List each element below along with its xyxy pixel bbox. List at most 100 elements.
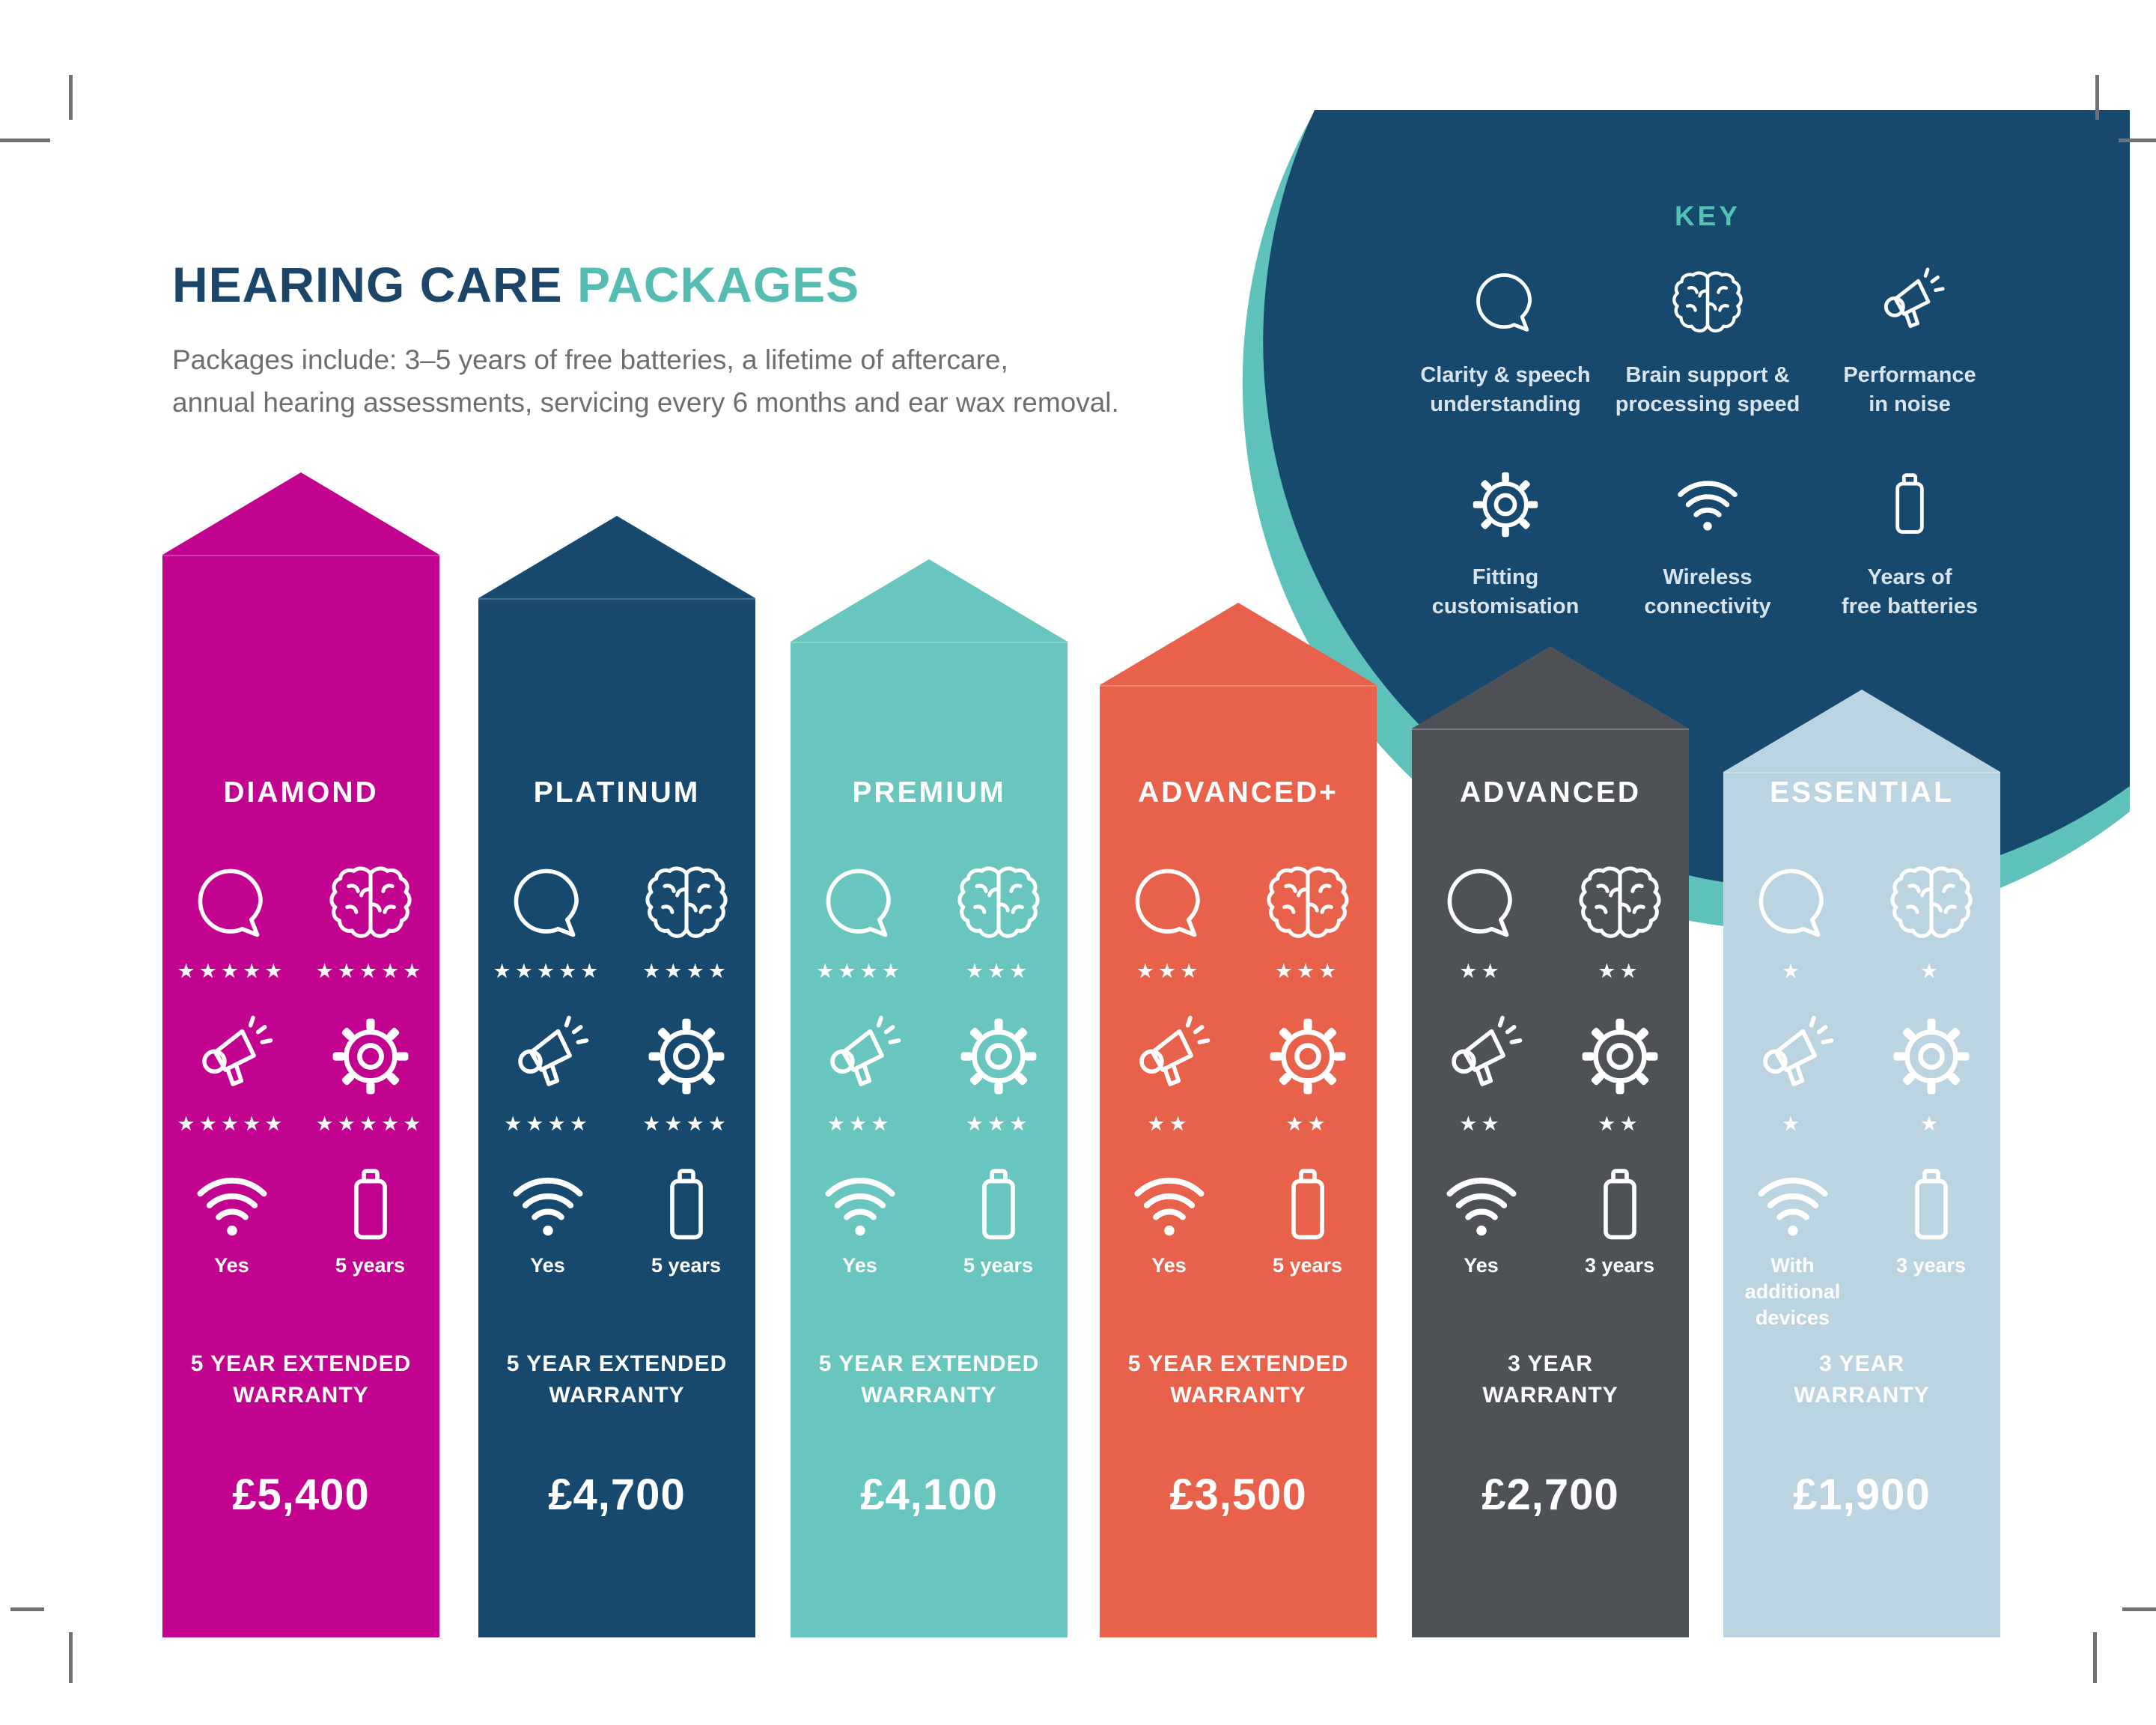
key-item-batteries: Years of free batteries [1809,469,2011,621]
battery-years-value: 5 years [651,1254,722,1277]
warranty-text: 5 YEAR EXTENDED WARRANTY [818,1351,1040,1408]
brain-rating-stars: ★★★★ [642,959,730,982]
speech-bubble-icon [478,861,617,945]
clarity-rating-stars: ★★★★★ [177,959,287,982]
package-column-platinum: PLATINUM ★★★★★ ★★★★ ★★★★ ★★★★ Yes 5 year… [478,516,755,1637]
arrow-shoulder-seam [791,642,1068,643]
speech-bubble-icon [791,861,929,945]
page-subtitle-line1: Packages include: 3–5 years of free batt… [172,344,1008,375]
wireless-value: Yes [214,1254,249,1277]
warranty-text: 3 YEAR WARRANTY [1794,1351,1930,1408]
warranty-text: 5 YEAR EXTENDED WARRANTY [506,1351,728,1408]
gear-icon [301,1014,439,1098]
brain-rating-stars: ★★ [1598,959,1642,982]
megaphone-icon [1723,1014,1862,1098]
fitting-rating-stars: ★★ [1598,1112,1642,1135]
brain-icon [1238,861,1377,945]
cropmark-top-left-horizontal [0,139,50,142]
package-price: £2,700 [1482,1470,1619,1519]
page-subtitle-line2: annual hearing assessments, servicing ev… [172,387,1119,418]
warranty-text: 5 YEAR EXTENDED WARRANTY [1127,1351,1349,1408]
key-item-fitting: Fitting customisation [1404,469,1607,621]
battery-years-value: 3 years [1584,1254,1655,1277]
speech-bubble-icon [1723,861,1862,945]
page-title-primary: HEARING CARE [172,257,563,313]
megaphone-icon [791,1014,929,1098]
cropmark-bottom-left-horizontal [10,1607,44,1611]
noise-rating-stars: ★★★ [826,1112,893,1135]
cropmark-bottom-left-vertical [69,1632,73,1683]
battery-icon [1550,1163,1689,1247]
key-item-wireless: Wireless connectivity [1607,469,1809,621]
speech-bubble-icon [1412,861,1550,945]
wifi-icon [1412,1163,1550,1247]
wifi-icon [1723,1163,1862,1247]
brain-icon [929,861,1068,945]
key-item-clarity: Clarity & speech understanding [1404,267,1607,419]
brain-icon [1862,861,2000,945]
cropmark-top-left-vertical [69,75,73,120]
package-column-advanced: ADVANCED ★★ ★★ ★★ ★★ Yes 3 years 3 YEAR W… [1412,646,1689,1637]
gear-icon [1470,469,1541,541]
fitting-rating-stars: ★★ [1285,1112,1330,1135]
battery-icon [301,1163,439,1247]
battery-icon [929,1163,1068,1247]
key-item-noise: Performance in noise [1809,267,2011,419]
wireless-value: Yes [1464,1254,1499,1277]
key-item-label: Performance in noise [1843,363,1976,416]
megaphone-icon [1412,1014,1550,1098]
megaphone-icon [1874,267,1946,338]
package-name: DIAMOND [223,776,379,809]
noise-rating-stars: ★★ [1147,1112,1191,1135]
key-item-label: Clarity & speech understanding [1420,363,1591,416]
key-title: KEY [1674,201,1741,231]
warranty-text: 5 YEAR EXTENDED WARRANTY [190,1351,412,1408]
megaphone-icon [162,1014,301,1098]
brain-icon [301,861,439,945]
speech-bubble-icon [1470,267,1541,338]
key-item-label: Brain support & processing speed [1615,363,1800,416]
package-column-essential: ESSENTIAL ★ ★ ★ ★ With additional device… [1723,690,2000,1637]
fitting-rating-stars: ★ [1919,1112,1943,1135]
package-arrow-shape [791,559,1068,1637]
warranty-text: 3 YEAR WARRANTY [1482,1351,1618,1408]
wifi-icon [162,1163,301,1247]
cropmark-top-right-horizontal [2119,139,2156,142]
brain-rating-stars: ★ [1919,959,1943,982]
arrow-shoulder-seam [478,598,755,600]
gear-icon [1238,1014,1377,1098]
noise-rating-stars: ★ [1781,1112,1804,1135]
clarity-rating-stars: ★ [1781,959,1804,982]
key-item-brain: Brain support & processing speed [1607,267,1809,419]
wifi-icon [1100,1163,1238,1247]
brain-icon [1672,267,1744,338]
noise-rating-stars: ★★ [1459,1112,1503,1135]
package-price: £1,900 [1793,1470,1931,1519]
key-item-label: Wireless connectivity [1644,565,1771,618]
page-title-accent: PACKAGES [577,257,860,313]
cropmark-bottom-right-horizontal [2122,1607,2156,1611]
wifi-icon [1672,469,1744,541]
gear-icon [1862,1014,2000,1098]
battery-years-value: 5 years [335,1254,406,1277]
clarity-rating-stars: ★★★★ [816,959,904,982]
wireless-value: Yes [842,1254,877,1277]
cropmark-top-right-vertical [2095,75,2099,120]
package-column-premium: PREMIUM ★★★★ ★★★ ★★★ ★★★ Yes 5 years 5 Y… [791,559,1068,1637]
page-subtitle: Packages include: 3–5 years of free batt… [172,338,1119,424]
noise-rating-stars: ★★★★ [504,1112,591,1135]
package-name: ADVANCED+ [1138,776,1339,809]
battery-years-value: 5 years [963,1254,1034,1277]
gear-icon [929,1014,1068,1098]
fitting-rating-stars: ★★★ [965,1112,1032,1135]
fitting-rating-stars: ★★★★ [642,1112,730,1135]
package-name: PREMIUM [852,776,1006,809]
package-arrow-shape [1100,603,1377,1637]
package-column-diamond: DIAMOND ★★★★★ ★★★★★ ★★★★★ ★★★★★ Yes 5 ye… [162,472,439,1637]
package-price: £3,500 [1169,1470,1307,1519]
brain-rating-stars: ★★★ [965,959,1032,982]
brain-icon [617,861,755,945]
package-arrow-shape [1723,690,2000,1637]
page-title: HEARING CARE PACKAGES [172,256,859,313]
